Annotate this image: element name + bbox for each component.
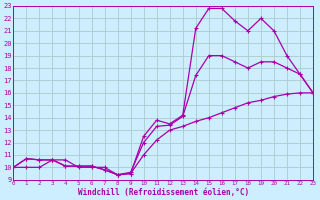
X-axis label: Windchill (Refroidissement éolien,°C): Windchill (Refroidissement éolien,°C) xyxy=(78,188,249,197)
